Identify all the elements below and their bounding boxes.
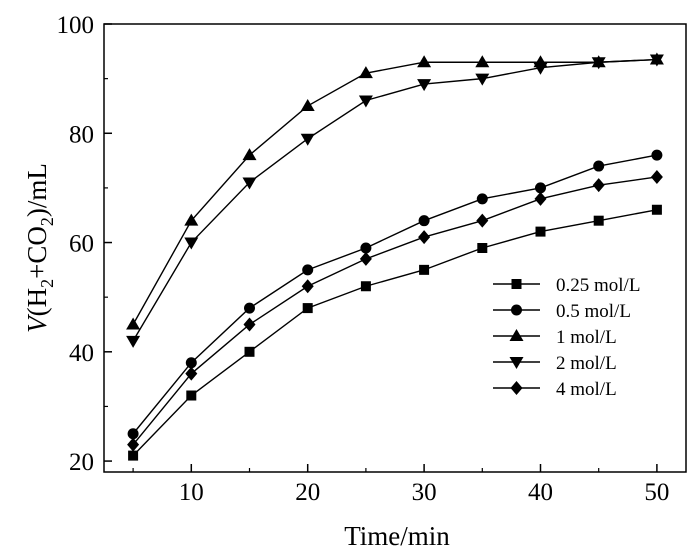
data-point-0-2 bbox=[244, 346, 255, 357]
data-point-3-1 bbox=[184, 237, 199, 250]
y-axis-title: V(H2+CO2)/mL bbox=[22, 163, 57, 333]
data-point-1-9 bbox=[651, 149, 663, 161]
data-point-3-9 bbox=[649, 54, 664, 67]
data-point-4-0 bbox=[127, 437, 140, 452]
data-point-1-0 bbox=[127, 428, 139, 440]
x-tick-label-2: 30 bbox=[412, 479, 437, 506]
x-tick-label-3: 40 bbox=[528, 479, 553, 506]
data-point-2-2 bbox=[242, 148, 257, 161]
data-point-3-5 bbox=[417, 79, 432, 92]
legend-label-0: 0.25 mol/L bbox=[556, 275, 640, 296]
legend-label-4: 4 mol/L bbox=[556, 379, 617, 400]
legend-marker-4 bbox=[510, 381, 523, 395]
legend-marker-0 bbox=[511, 279, 522, 289]
series-line-3 bbox=[132, 58, 657, 342]
data-point-0-0 bbox=[128, 450, 139, 461]
data-point-1-2 bbox=[244, 302, 255, 314]
legend-item-0: 0.25 mol/L bbox=[493, 275, 640, 296]
data-point-2-5 bbox=[417, 55, 432, 68]
series-line-0 bbox=[132, 209, 658, 457]
series-1 bbox=[127, 149, 663, 440]
data-point-2-3 bbox=[300, 98, 315, 111]
legend-item-2: 1 mol/L bbox=[493, 327, 617, 348]
data-point-3-3 bbox=[300, 133, 315, 146]
data-point-2-1 bbox=[184, 213, 199, 226]
data-point-0-6 bbox=[477, 243, 488, 253]
data-point-4-7 bbox=[534, 191, 547, 206]
data-point-4-3 bbox=[301, 279, 314, 294]
y-tick-label-0: 20 bbox=[69, 449, 94, 476]
data-point-0-3 bbox=[302, 303, 313, 314]
series-2 bbox=[126, 52, 664, 330]
data-point-0-1 bbox=[186, 390, 197, 401]
series-group bbox=[126, 52, 664, 461]
data-point-0-5 bbox=[419, 264, 430, 275]
data-point-1-3 bbox=[302, 264, 314, 276]
axis-ticks: 10 20 30 40 50 20 40 60 80 100 bbox=[57, 12, 670, 506]
legend-label-1: 0.5 mol/L bbox=[556, 301, 631, 322]
data-point-1-7 bbox=[535, 182, 546, 194]
series-3 bbox=[126, 54, 664, 348]
data-point-0-8 bbox=[593, 215, 604, 226]
data-point-2-0 bbox=[126, 317, 141, 330]
x-axis-title: Time/min bbox=[344, 521, 450, 551]
legend-item-1: 0.5 mol/L bbox=[493, 301, 631, 322]
x-tick-label-0: 10 bbox=[179, 479, 204, 506]
legend-label-2: 1 mol/L bbox=[556, 327, 617, 348]
data-point-1-1 bbox=[185, 357, 197, 369]
data-point-3-0 bbox=[126, 335, 141, 348]
series-0 bbox=[128, 204, 662, 461]
data-point-2-6 bbox=[475, 55, 490, 68]
data-point-3-8 bbox=[591, 57, 606, 70]
x-tick-label-4: 50 bbox=[644, 479, 669, 506]
legend-item-3: 2 mol/L bbox=[493, 353, 617, 374]
data-point-3-6 bbox=[475, 73, 490, 86]
y-tick-label-2: 60 bbox=[69, 231, 94, 258]
plot-frame bbox=[103, 23, 687, 473]
series-line-1 bbox=[132, 154, 658, 435]
data-point-0-7 bbox=[535, 226, 546, 237]
legend-marker-1 bbox=[511, 304, 522, 316]
data-point-4-5 bbox=[418, 230, 431, 245]
legend-marker-2 bbox=[509, 329, 524, 341]
data-point-3-4 bbox=[358, 95, 373, 108]
legend-label-3: 2 mol/L bbox=[556, 353, 617, 374]
legend-item-4: 4 mol/L bbox=[493, 379, 617, 400]
series-line-2 bbox=[132, 58, 657, 325]
data-point-4-6 bbox=[476, 213, 489, 228]
x-tick-label-1: 20 bbox=[295, 479, 320, 506]
data-point-1-4 bbox=[360, 242, 372, 254]
data-point-1-6 bbox=[476, 193, 488, 205]
data-point-4-8 bbox=[592, 178, 605, 193]
data-point-2-4 bbox=[358, 66, 373, 79]
series-line-4 bbox=[132, 176, 657, 446]
data-point-0-9 bbox=[651, 204, 662, 215]
data-point-4-1 bbox=[185, 366, 198, 381]
legend-marker-3 bbox=[509, 357, 524, 369]
data-point-3-2 bbox=[242, 177, 257, 190]
y-tick-label-4: 100 bbox=[57, 12, 95, 39]
data-point-0-4 bbox=[360, 281, 371, 292]
data-point-4-2 bbox=[243, 317, 256, 332]
y-tick-label-3: 80 bbox=[69, 121, 94, 148]
series-4 bbox=[127, 169, 663, 452]
y-tick-label-1: 40 bbox=[69, 340, 94, 367]
data-point-4-4 bbox=[359, 251, 372, 266]
data-point-1-8 bbox=[593, 160, 605, 172]
data-point-1-5 bbox=[418, 215, 430, 227]
data-point-4-9 bbox=[650, 169, 663, 184]
data-point-3-7 bbox=[533, 62, 548, 75]
plot-area bbox=[103, 23, 687, 473]
legend: 0.25 mol/L 0.5 mol/L 1 mol/L 2 mol/L 4 mol/L bbox=[493, 275, 640, 400]
